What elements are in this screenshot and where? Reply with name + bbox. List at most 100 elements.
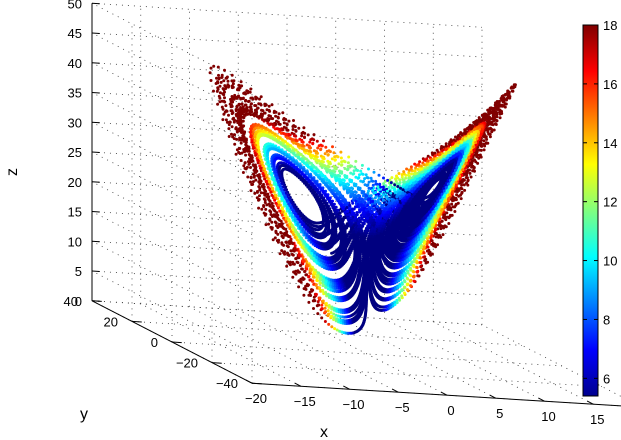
grid-line	[131, 321, 523, 346]
data-point	[263, 193, 267, 197]
data-point	[235, 130, 239, 134]
data-point	[387, 186, 391, 189]
data-point	[297, 250, 301, 254]
data-point	[453, 210, 457, 213]
data-point	[326, 164, 330, 168]
data-point	[441, 233, 445, 237]
data-point	[311, 141, 315, 145]
data-point	[243, 161, 247, 165]
data-point	[321, 284, 325, 287]
y-tick-mark	[131, 320, 142, 323]
data-point	[352, 172, 356, 176]
data-point	[340, 163, 344, 167]
data-point	[249, 176, 253, 180]
data-point	[436, 243, 439, 247]
y-tick-mark	[211, 362, 222, 364]
data-point	[440, 219, 444, 223]
y-tick-mark	[171, 341, 182, 344]
data-point	[512, 83, 516, 87]
data-point	[254, 178, 258, 182]
data-point	[398, 178, 402, 182]
data-point	[285, 122, 289, 126]
data-point	[264, 170, 268, 174]
data-point	[228, 120, 232, 124]
data-point	[407, 171, 411, 175]
grid-line	[384, 318, 545, 402]
data-point	[415, 266, 419, 269]
data-point	[276, 115, 280, 119]
data-point	[341, 178, 345, 182]
axes-layer	[91, 2, 621, 407]
data-point	[243, 103, 247, 107]
data-point	[445, 211, 449, 215]
data-point	[261, 171, 265, 175]
data-point	[485, 137, 489, 141]
data-point	[405, 167, 409, 171]
data-point	[303, 135, 306, 139]
data-point	[318, 281, 322, 285]
data-point	[419, 261, 423, 264]
data-point	[331, 169, 335, 173]
data-point	[226, 83, 230, 87]
data-point	[314, 154, 318, 158]
data-point	[333, 158, 337, 162]
data-point	[450, 202, 454, 206]
data-point	[383, 179, 387, 183]
data-point	[406, 277, 410, 281]
x-tick-mark	[392, 388, 399, 393]
data-point	[239, 141, 243, 145]
data-point	[336, 173, 340, 177]
data-point	[398, 284, 402, 288]
data-point	[258, 182, 262, 186]
data-point	[269, 184, 273, 187]
data-point	[439, 227, 443, 231]
data-point	[447, 222, 451, 225]
grid-line	[481, 324, 621, 397]
data-point	[346, 182, 349, 186]
data-point	[261, 164, 265, 168]
x-tick-mark	[489, 394, 496, 399]
data-point	[249, 166, 252, 169]
data-point	[396, 286, 400, 290]
grid-line	[91, 151, 253, 235]
data-point	[390, 176, 394, 180]
data-point	[492, 128, 496, 132]
data-point	[234, 109, 238, 113]
data-point	[394, 179, 398, 183]
data-point	[326, 153, 330, 157]
data-point	[244, 153, 248, 157]
data-point	[366, 183, 370, 187]
grid-line	[91, 270, 483, 296]
data-point	[232, 133, 236, 137]
data-point	[335, 309, 339, 313]
data-point	[403, 280, 407, 284]
grid-line	[171, 341, 563, 367]
data-point	[462, 183, 466, 187]
data-point	[346, 167, 350, 171]
data-point	[423, 255, 427, 259]
grid-line	[91, 2, 253, 87]
x-tick-mark	[440, 391, 448, 396]
data-point	[362, 179, 365, 183]
data-point	[397, 172, 401, 175]
data-point	[412, 270, 416, 274]
data-point	[357, 176, 361, 180]
data-point	[268, 218, 272, 222]
data-point	[248, 105, 252, 109]
grid-line	[433, 321, 594, 405]
data-point	[460, 183, 464, 187]
data-point	[253, 108, 257, 112]
grid-line	[91, 92, 253, 176]
grid-line	[286, 312, 448, 396]
data-point	[221, 87, 225, 91]
data-point	[427, 248, 431, 252]
data-point	[312, 275, 316, 279]
data-point	[262, 205, 266, 209]
data-point	[377, 192, 381, 196]
data-point	[327, 287, 331, 291]
data-point	[315, 279, 319, 283]
grid-line	[91, 2, 483, 28]
x-tick-mark	[587, 400, 594, 405]
data-point	[353, 190, 357, 194]
